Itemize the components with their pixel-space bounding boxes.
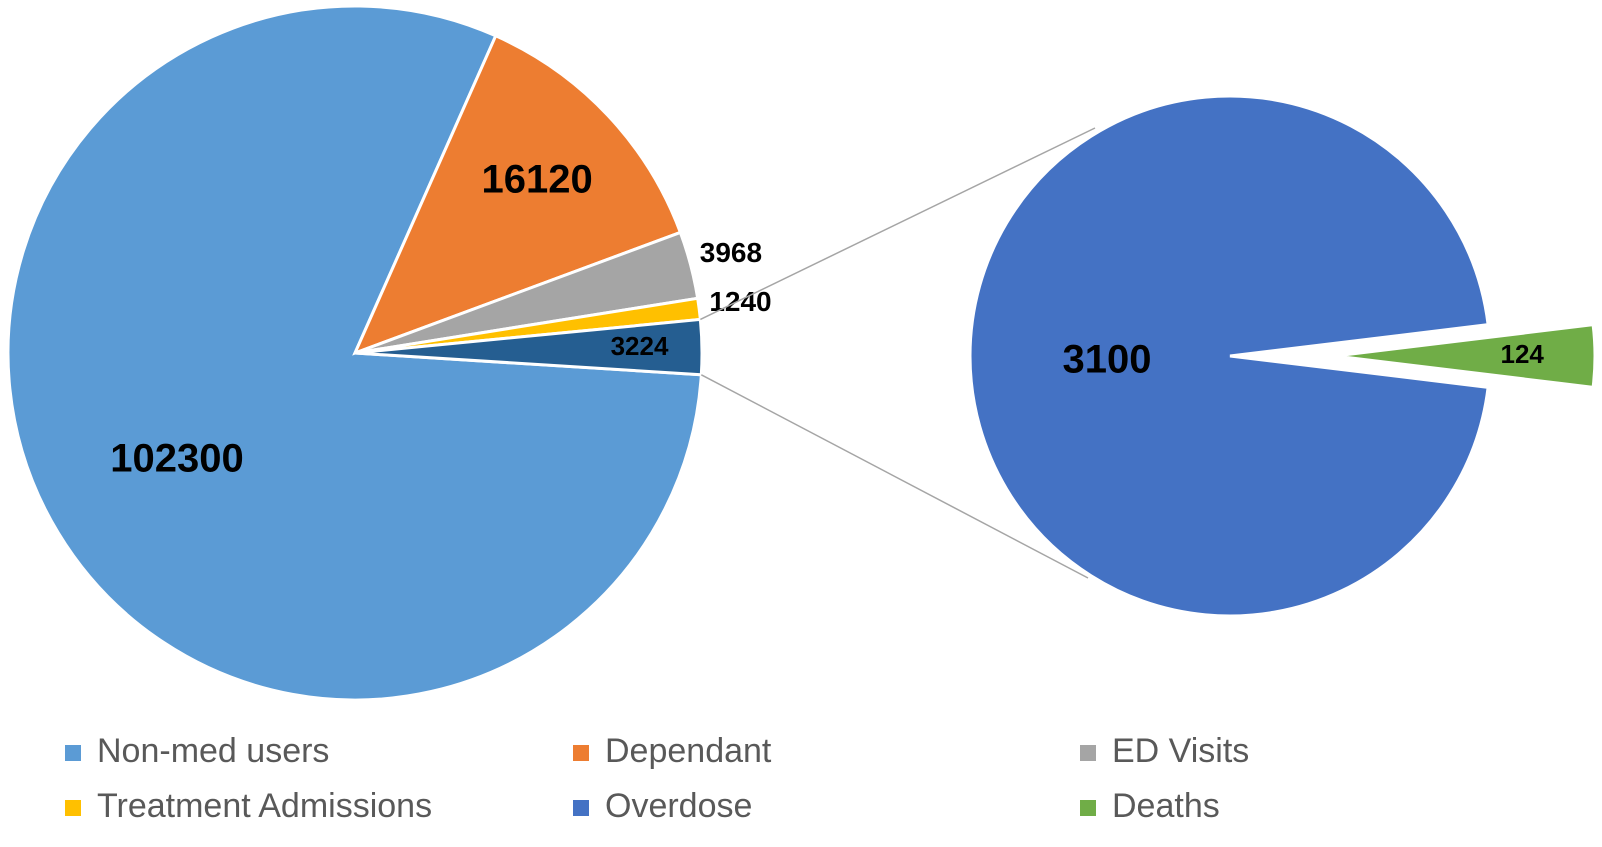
data-label: 102300: [110, 437, 243, 481]
data-label: 3100: [1063, 338, 1152, 382]
legend-label: Deaths: [1112, 787, 1220, 825]
legend-label: ED Visits: [1112, 732, 1249, 770]
pie-slice: [968, 94, 1490, 618]
legend-swatch: [65, 800, 81, 816]
legend-label: Treatment Admissions: [97, 787, 432, 825]
legend-swatch: [1080, 745, 1096, 761]
pie-slice: [352, 33, 683, 356]
legend-label: Dependant: [605, 732, 772, 770]
connector-line: [700, 127, 1096, 321]
data-label: 1240: [709, 286, 771, 317]
data-label: 16120: [481, 158, 592, 202]
legend-label: Non-med users: [97, 732, 329, 770]
legend-swatch: [1080, 800, 1096, 816]
pie-slice: [1334, 322, 1597, 390]
data-label: 3968: [700, 237, 762, 268]
legend-label: Overdose: [605, 787, 752, 825]
data-label: 3224: [611, 331, 669, 361]
legend-swatch: [65, 745, 81, 761]
connector-line: [700, 374, 1089, 579]
data-label: 124: [1501, 339, 1545, 369]
legend-swatch: [573, 800, 589, 816]
pie-slice: [354, 317, 704, 377]
legend-swatch: [573, 745, 589, 761]
